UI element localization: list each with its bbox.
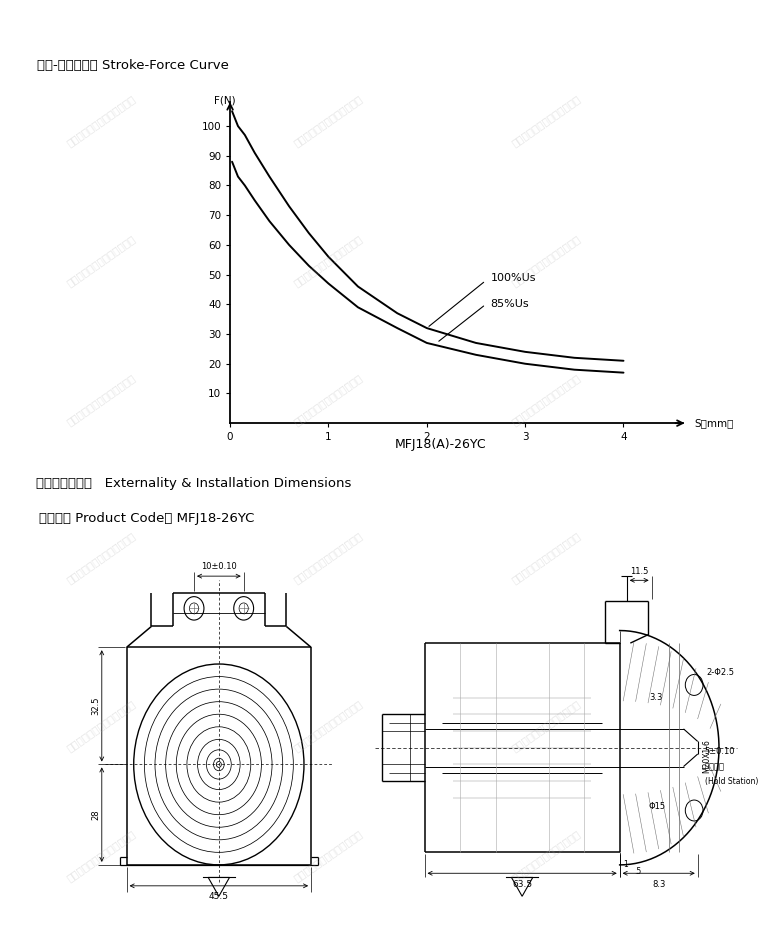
Text: 型: 型 [9, 330, 15, 340]
Text: 外形及安装尺寸   Externality & Installation Dimensions: 外形及安装尺寸 Externality & Installation Dimen… [36, 477, 351, 490]
Text: Φ15: Φ15 [648, 802, 665, 811]
Text: (Hold Station): (Hold Station) [705, 777, 758, 786]
Text: 85%Us: 85%Us [491, 299, 530, 310]
Text: 10±0.10: 10±0.10 [201, 562, 236, 571]
Text: F(N): F(N) [215, 95, 236, 105]
Text: .5: .5 [634, 867, 641, 876]
Text: MFJ18(A)-26YC: MFJ18(A)-26YC [395, 438, 487, 451]
Text: 无锡凯维联液压机械有限公司: 无锡凯维联液压机械有限公司 [292, 233, 363, 287]
Text: 无锡凯维联液压机械有限公司: 无锡凯维联液压机械有限公司 [510, 698, 582, 752]
Text: 8.3: 8.3 [652, 880, 665, 888]
Text: 无锡凯维联液压机械有限公司: 无锡凯维联液压机械有限公司 [66, 94, 137, 148]
Text: 45.5: 45.5 [209, 892, 229, 901]
Text: 得电位置: 得电位置 [705, 762, 725, 771]
Text: 无锡凯维联液压机械有限公司: 无锡凯维联液压机械有限公司 [292, 531, 363, 585]
Text: 2-Φ2.5: 2-Φ2.5 [706, 668, 734, 677]
Text: 1: 1 [623, 860, 628, 870]
Text: 开: 开 [9, 222, 15, 232]
Text: 28: 28 [91, 809, 100, 820]
Text: S（mm）: S（mm） [694, 418, 734, 428]
Text: M20X1-6: M20X1-6 [703, 739, 711, 773]
Text: 无锡凯维联液压机械有限公司: 无锡凯维联液压机械有限公司 [510, 531, 582, 585]
Text: 行程-力特性曲线 Stroke-Force Curve: 行程-力特性曲线 Stroke-Force Curve [37, 59, 229, 72]
Text: 无锡凯维联液压机械有限公司: 无锡凯维联液压机械有限公司 [510, 373, 582, 427]
Text: 无锡凯维联液压机械有限公司: 无锡凯维联液压机械有限公司 [66, 698, 137, 752]
Text: Switching Solenoid: Switching Solenoid [9, 489, 14, 549]
Text: 无锡凯维联液压机械有限公司: 无锡凯维联液压机械有限公司 [292, 373, 363, 427]
Text: 产品型号 Product Code： MFJ18-26YC: 产品型号 Product Code： MFJ18-26YC [39, 512, 254, 525]
Text: 无锡凯维联液压机械有限公司: 无锡凯维联液压机械有限公司 [510, 94, 582, 148]
Text: 无锡凯维联液压机械有限公司: 无锡凯维联液压机械有限公司 [292, 698, 363, 752]
Text: 无锡凯维联液压机械有限公司: 无锡凯维联液压机械有限公司 [292, 94, 363, 148]
Text: 32.5: 32.5 [91, 697, 100, 715]
Text: 63.5: 63.5 [512, 880, 532, 888]
Text: 5±0.10: 5±0.10 [705, 748, 736, 756]
Text: 100%Us: 100%Us [491, 272, 536, 283]
Text: 无锡凯维联液压机械有限公司: 无锡凯维联液压机械有限公司 [66, 233, 137, 287]
Text: 无锡凯维联液压机械有限公司: 无锡凯维联液压机械有限公司 [66, 531, 137, 585]
Text: 无锡凯维联液压机械有限公司: 无锡凯维联液压机械有限公司 [510, 233, 582, 287]
Text: 无锡凯维联液压机械有限公司: 无锡凯维联液压机械有限公司 [66, 373, 137, 427]
Text: 3.3: 3.3 [650, 693, 663, 702]
Text: 无锡凯维联液压机械有限公司: 无锡凯维联液压机械有限公司 [510, 829, 582, 883]
Text: 无锡凯维联液压机械有限公司: 无锡凯维联液压机械有限公司 [66, 829, 137, 883]
Text: 无锡凯维联液压机械有限公司: 无锡凯维联液压机械有限公司 [292, 829, 363, 883]
Text: 11.5: 11.5 [630, 567, 648, 576]
Text: 关: 关 [9, 276, 15, 286]
